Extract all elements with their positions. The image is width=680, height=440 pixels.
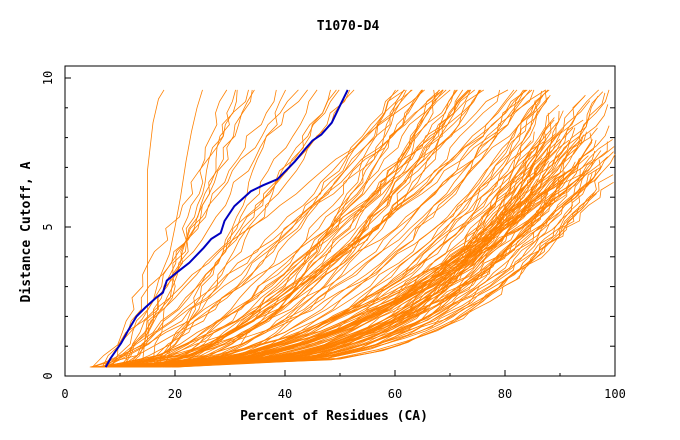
background-series-line	[143, 174, 614, 368]
background-series-line	[124, 196, 540, 368]
background-series-line	[104, 140, 532, 368]
background-series-line	[136, 164, 535, 368]
background-series-line	[102, 89, 299, 368]
background-series-line	[89, 89, 396, 368]
background-series-line	[132, 94, 586, 368]
background-series-line	[133, 173, 593, 368]
background-series-line	[155, 89, 436, 368]
background-series-line	[112, 139, 613, 368]
background-series-line	[124, 127, 574, 368]
background-series-line	[122, 154, 616, 368]
background-series-group	[89, 89, 616, 368]
background-series-line	[126, 94, 551, 368]
background-series-line	[150, 133, 547, 368]
background-series-line	[100, 89, 527, 368]
x-axis-label: Percent of Residues (CA)	[240, 409, 428, 424]
background-series-line	[119, 89, 340, 368]
background-series-line	[154, 89, 524, 368]
background-series-line	[155, 100, 591, 368]
background-series-line	[134, 89, 471, 368]
background-series-line	[143, 89, 515, 368]
background-series-line	[119, 89, 255, 368]
background-series-line	[107, 89, 481, 368]
x-tick-label: 20	[168, 387, 182, 401]
background-series-line	[111, 89, 277, 368]
background-series-line	[107, 89, 518, 368]
background-series-line	[118, 181, 614, 368]
x-tick-label: 60	[388, 387, 402, 401]
background-series-line	[171, 110, 560, 368]
background-series-line	[132, 98, 541, 368]
background-series-line	[175, 159, 595, 368]
y-tick-label: 10	[41, 71, 55, 85]
background-series-line	[109, 89, 444, 368]
background-series-line	[144, 89, 485, 368]
background-series-line	[121, 89, 412, 368]
background-series-line	[173, 89, 407, 368]
y-tick-label: 5	[41, 223, 55, 230]
background-series-line	[174, 173, 602, 368]
chart-title: T1070-D4	[317, 19, 380, 34]
background-series-line	[131, 193, 597, 368]
background-series-line	[93, 89, 480, 368]
background-series-line	[163, 89, 318, 368]
y-tick-label: 0	[41, 372, 55, 379]
x-tick-label: 40	[278, 387, 292, 401]
highlight-series-line	[104, 89, 349, 368]
background-series-line	[164, 89, 525, 368]
background-series-line	[92, 151, 533, 368]
background-series-line	[144, 89, 423, 368]
background-series-line	[149, 171, 562, 368]
background-series-line	[166, 89, 550, 368]
background-series-line	[101, 195, 592, 368]
background-series-line	[141, 89, 165, 368]
background-series-line	[161, 89, 469, 368]
background-series-line	[103, 89, 424, 368]
background-series-line	[124, 89, 236, 368]
background-series-line	[167, 89, 440, 368]
background-series-line	[153, 89, 547, 368]
x-tick-label: 80	[498, 387, 512, 401]
background-series-line	[165, 171, 566, 368]
background-series-line	[129, 89, 399, 368]
background-series-line	[169, 89, 405, 368]
background-series-line	[156, 89, 458, 368]
background-series-line	[174, 104, 609, 368]
x-axis: 0 20 40 60 80 100	[61, 370, 626, 401]
background-series-line	[174, 89, 500, 368]
background-series-line	[127, 169, 571, 368]
background-series-line	[93, 89, 406, 368]
background-series-line	[121, 89, 253, 368]
background-series-line	[144, 89, 451, 368]
x-tick-label: 0	[61, 387, 68, 401]
background-series-line	[95, 110, 564, 368]
y-axis-label: Distance Cutoff, A	[19, 161, 34, 302]
y-axis: 0 5 10	[41, 71, 615, 380]
background-series-line	[165, 89, 455, 368]
background-series-line	[126, 89, 238, 368]
background-series-line	[91, 91, 604, 368]
background-series-line	[108, 89, 355, 368]
background-series-line	[108, 150, 596, 368]
background-series-line	[133, 177, 567, 368]
background-series-line	[153, 89, 228, 368]
background-series-line	[138, 141, 608, 368]
background-series-line	[158, 89, 549, 368]
background-series-line	[148, 139, 597, 368]
x-tick-label: 100	[604, 387, 626, 401]
background-series-line	[106, 89, 337, 368]
background-series-line	[96, 89, 535, 368]
